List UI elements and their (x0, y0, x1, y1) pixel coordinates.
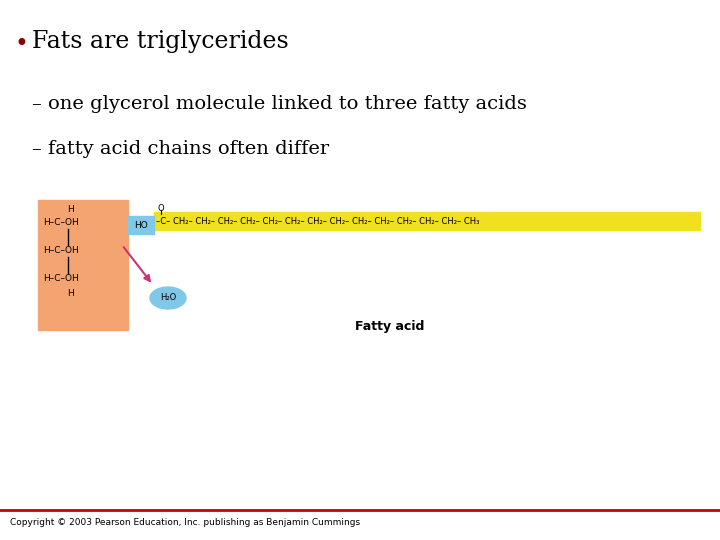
Text: H–C–OH: H–C–OH (43, 218, 78, 227)
Text: H: H (67, 205, 73, 214)
Bar (38, 200, 128, 330)
Text: – one glycerol molecule linked to three fatty acids: – one glycerol molecule linked to three … (32, 95, 527, 113)
Text: H: H (67, 289, 73, 298)
Text: Copyright © 2003 Pearson Education, Inc. publishing as Benjamin Cummings: Copyright © 2003 Pearson Education, Inc.… (10, 518, 360, 527)
Bar (154, 212, 700, 230)
Text: –C– CH₂– CH₂– CH₂– CH₂– CH₂– CH₂– CH₂– CH₂– CH₂– CH₂– CH₂– CH₂– CH₂– CH₃: –C– CH₂– CH₂– CH₂– CH₂– CH₂– CH₂– CH₂– C… (156, 217, 480, 226)
Text: Fatty acid: Fatty acid (355, 320, 425, 333)
Text: O: O (158, 204, 164, 213)
Text: HO: HO (134, 220, 148, 230)
Text: – fatty acid chains often differ: – fatty acid chains often differ (32, 140, 329, 158)
Text: H–C–OH: H–C–OH (43, 246, 78, 255)
Text: H₂O: H₂O (160, 294, 176, 302)
Bar (128, 216, 154, 234)
Text: •: • (15, 32, 29, 56)
Text: H–C–OH: H–C–OH (43, 274, 78, 283)
Text: Fats are triglycerides: Fats are triglycerides (32, 30, 289, 53)
Ellipse shape (150, 287, 186, 309)
